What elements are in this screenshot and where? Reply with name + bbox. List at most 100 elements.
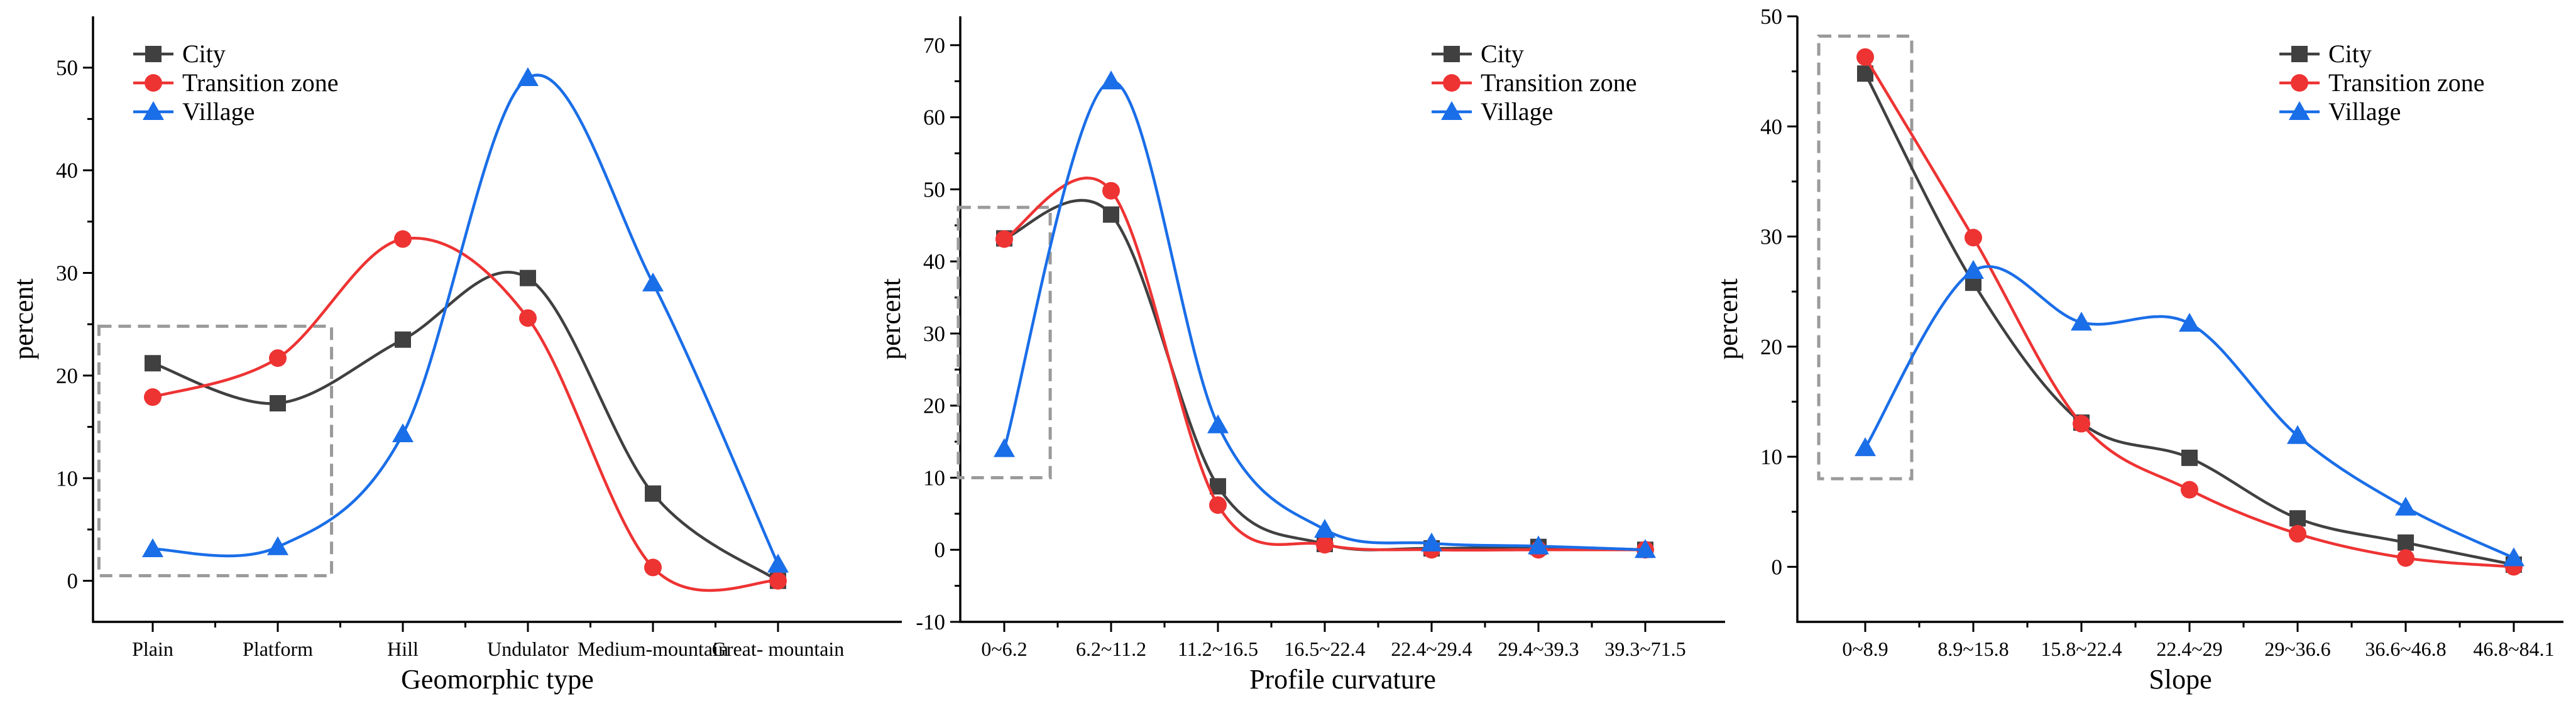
axis-frame (959, 16, 1725, 623)
y-tick-label: 20 (923, 394, 945, 418)
legend-marker (145, 74, 162, 92)
y-axis: -10 0 10 20 30 40 50 60 70 (916, 33, 960, 634)
data-point (1314, 519, 1335, 538)
x-tick-label: 22.4~29 (2156, 638, 2222, 660)
x-tick-label: 0~6.2 (981, 638, 1027, 660)
y-tick-label: -10 (916, 610, 945, 634)
chart-panel-1: 0 10 20 30 40 50 Plain Platform Hill Undulator Med… (8, 16, 902, 695)
y-axis: 0 10 20 30 40 50 (1760, 4, 1797, 579)
data-point (2179, 313, 2200, 332)
x-tick-label: Undulator (487, 638, 569, 660)
data-point (2503, 547, 2524, 567)
series-transition-zone (995, 177, 1654, 559)
series-line (152, 271, 779, 582)
series-line (152, 73, 780, 565)
highlight-box (97, 324, 334, 577)
y-tick-label: 0 (934, 538, 946, 562)
x-tick-label: 11.2~16.5 (1178, 638, 1258, 660)
series-line (1002, 80, 1646, 552)
legend-marker (2289, 101, 2310, 120)
y-tick-label: 50 (56, 56, 78, 80)
x-tick-label: 39.3~71.5 (1604, 638, 1685, 660)
data-point (1963, 259, 1984, 279)
y-tick-label: 0 (67, 569, 79, 594)
data-point (517, 67, 539, 87)
y-tick-label: 20 (56, 364, 78, 388)
x-tick-label: 46.8~84.1 (2473, 638, 2554, 660)
legend-label: Transition zone (2328, 68, 2485, 97)
x-tick-label: 0~8.9 (1842, 638, 1888, 660)
y-tick-label: 30 (1760, 225, 1782, 249)
data-point (1100, 70, 1122, 90)
data-point (1316, 536, 1334, 554)
legend-label: Village (2328, 97, 2401, 126)
x-tick-label: 8.9~15.8 (1937, 638, 2009, 660)
data-point (642, 272, 664, 291)
chart-panel-3: 0 10 20 30 40 50 0~8.9 8.9~15.8 15.8~22.4 22.4~29… (1713, 4, 2563, 695)
legend-marker (143, 101, 164, 120)
x-tick-label: Hill (387, 638, 419, 660)
data-point (2289, 510, 2306, 527)
data-point (2289, 525, 2306, 543)
data-point (1856, 48, 1874, 66)
data-point (267, 536, 288, 555)
x-tick-label: 6.2~11.2 (1076, 638, 1146, 660)
data-point (1965, 229, 1982, 247)
legend-marker (2291, 74, 2308, 92)
x-tick-label: 16.5~22.4 (1284, 638, 1365, 660)
data-point (1635, 539, 1656, 558)
series-city (145, 269, 786, 589)
x-tick-label: 29.4~39.3 (1498, 638, 1579, 660)
data-point (144, 388, 162, 406)
data-point (1209, 496, 1227, 514)
highlight-box (956, 205, 1052, 479)
legend-label: Transition zone (182, 68, 339, 97)
data-point (392, 423, 414, 442)
axis-frame (92, 16, 902, 623)
y-axis: 0 10 20 30 40 50 (56, 56, 93, 594)
legend-label: City (1481, 40, 1524, 68)
highlight-box (1817, 35, 1914, 481)
y-tick-label: 10 (1760, 445, 1782, 469)
data-point (2071, 312, 2092, 331)
axis-frame (1796, 16, 2563, 623)
data-point (1103, 206, 1119, 223)
series-line (1004, 198, 1646, 552)
y-tick-label: 50 (1760, 4, 1782, 29)
data-point (769, 572, 787, 590)
legend-label: City (2328, 40, 2372, 68)
data-point (2397, 549, 2414, 567)
legend-marker (145, 46, 162, 62)
y-axis-title: percent (8, 278, 39, 359)
data-point (645, 485, 661, 502)
x-axis: 0~6.2 6.2~11.2 11.2~16.5 16.5~22.4 22.4~29.4… (981, 622, 1686, 660)
data-point (395, 331, 411, 348)
data-point (2395, 496, 2416, 516)
y-axis-title: percent (1713, 278, 1743, 359)
y-tick-label: 10 (923, 465, 945, 490)
legend-marker (1441, 101, 1462, 120)
x-axis: Plain Platform Hill Undulator Medium-mountai… (132, 622, 844, 660)
legend-label: Transition zone (1481, 68, 1637, 97)
data-point (519, 309, 537, 327)
series-line (1003, 177, 1645, 552)
x-tick-label: 36.6~46.8 (2365, 638, 2446, 660)
y-tick-label: 10 (56, 466, 78, 491)
data-point (269, 349, 287, 367)
x-tick-label: Great- mountain (712, 638, 845, 660)
data-point (1207, 414, 1229, 433)
series-village (994, 70, 1656, 558)
data-point (2181, 449, 2198, 466)
legend-label: Village (182, 97, 255, 126)
y-tick-label: 60 (923, 106, 945, 130)
data-point (1855, 437, 1876, 457)
data-point (1102, 182, 1120, 200)
series-village (142, 67, 789, 573)
x-tick-label: 15.8~22.4 (2041, 638, 2122, 660)
data-point (270, 394, 286, 411)
x-axis-title: Profile curvature (1249, 664, 1436, 695)
